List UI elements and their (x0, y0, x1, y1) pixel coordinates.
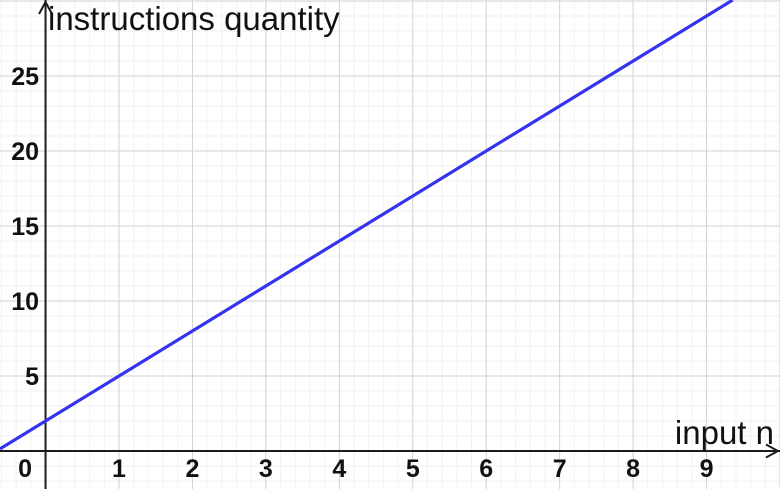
y-axis-title: instructions quantity (48, 0, 340, 37)
tick-labels: 0 1 2 3 4 5 6 7 8 9 5 10 15 20 25 (11, 63, 713, 483)
x-tick-label: 0 (18, 455, 32, 483)
x-tick-label: 8 (626, 455, 640, 483)
x-tick-label: 3 (259, 455, 273, 483)
y-tick-label: 25 (11, 63, 39, 91)
x-axis-arrow-icon (765, 443, 780, 459)
y-tick-label: 15 (11, 213, 39, 241)
y-tick-label: 5 (25, 363, 39, 391)
function-line (0, 0, 734, 451)
y-tick-label: 20 (11, 138, 39, 166)
x-tick-label: 6 (479, 455, 493, 483)
y-tick-label: 10 (11, 288, 39, 316)
x-tick-label: 4 (332, 455, 346, 483)
x-tick-label: 7 (553, 455, 567, 483)
y-axis-arrow-icon (38, 0, 53, 15)
x-tick-label: 9 (700, 455, 714, 483)
x-tick-label: 2 (185, 455, 199, 483)
x-tick-label: 1 (112, 455, 126, 483)
x-tick-label: 5 (406, 455, 420, 483)
x-axis-title: input n (674, 414, 774, 451)
